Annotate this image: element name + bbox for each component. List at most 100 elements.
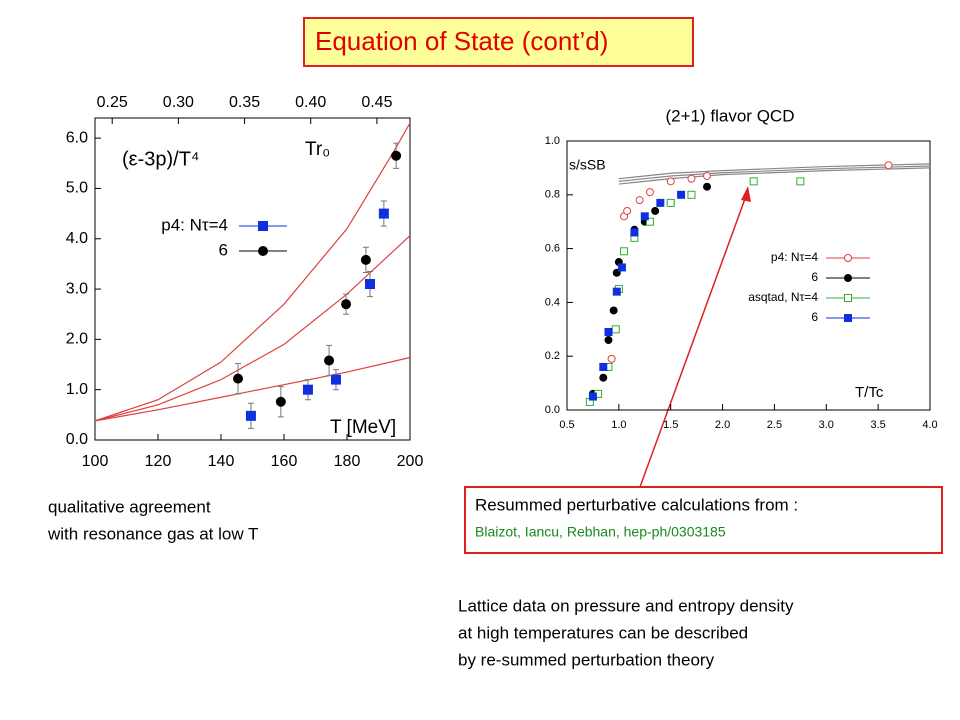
marker [645,217,654,226]
model-curve [618,163,931,180]
marker [666,177,675,186]
marker [703,171,712,180]
x2-tick-label: 0.45 [361,94,392,111]
plot-frame [566,140,931,411]
marker [687,174,696,183]
slide-title: Equation of State (cont’d) [315,26,608,56]
marker [687,190,696,199]
y-tick-label: 0.6 [545,243,560,255]
x-tick-label: 180 [334,453,361,470]
x2-tick-label: 0.30 [163,94,194,111]
marker [604,336,613,345]
x-axis-label: T [MeV] [330,417,396,438]
marker [275,396,286,407]
x-tick-label: 3.5 [870,419,885,431]
y-axis-label: s/sSB [569,157,606,173]
marker [360,254,371,265]
x-tick-label: 1.0 [611,419,626,431]
y-tick-label: 1.0 [66,381,88,398]
x-tick-label: 160 [271,453,298,470]
arrow-head [741,186,751,202]
marker [844,254,852,262]
legend-label: 6 [811,310,818,324]
marker [341,299,352,310]
marker [749,177,758,186]
marker [604,327,613,336]
marker [656,198,665,207]
x2-tick-label: 0.25 [97,94,128,111]
marker [302,384,313,395]
x-tick-label: 100 [82,453,109,470]
marker [609,306,618,315]
y-tick-label: 0.4 [545,296,560,308]
conclusion: at high temperatures can be described [458,623,748,642]
legend-label: 6 [811,270,818,284]
legend-label: asqtad, Nτ=4 [748,290,818,304]
marker [703,182,712,191]
marker [635,196,644,205]
marker [607,354,616,363]
marker [330,374,341,385]
marker [617,263,626,272]
x-tick-label: 0.5 [559,419,574,431]
marker [611,325,620,334]
marker [844,294,852,302]
marker [623,206,632,215]
x-tick-label: 200 [397,453,424,470]
y-tick-label: 0.8 [545,189,560,201]
marker [844,314,852,322]
y-tick-label: 2.0 [66,331,88,348]
marker [258,221,268,231]
plot-frame [94,117,411,441]
x2-tick-label: 0.40 [295,94,326,111]
marker [391,150,402,161]
y-tick-label: 6.0 [66,129,88,146]
marker [884,161,893,170]
marker [378,208,389,219]
caption: with resonance gas at low T [47,524,258,543]
x-tick-label: 1.5 [663,419,678,431]
marker [640,212,649,221]
y-tick-label: 3.0 [66,280,88,297]
x-axis-label: T/Tc [855,384,884,401]
marker [666,198,675,207]
marker [324,355,335,366]
arrow [639,195,747,488]
x-tick-label: 3.0 [819,419,834,431]
marker [599,373,608,382]
conclusion: Lattice data on pressure and entropy den… [458,596,794,615]
reference-box [464,486,943,554]
model-curve [618,167,931,185]
x2-tick-label: 0.35 [229,94,260,111]
marker [844,274,852,282]
annotation: Tr₀ [305,139,330,160]
marker [364,279,375,290]
x-tick-label: 4.0 [922,419,937,431]
x-tick-label: 2.5 [767,419,782,431]
x-tick-label: 120 [145,453,172,470]
y-tick-label: 4.0 [66,230,88,247]
x-tick-label: 140 [208,453,235,470]
marker [645,188,654,197]
marker [233,373,244,384]
legend-label: p4: Nτ=4 [771,250,818,264]
marker [245,410,256,421]
y-tick-label: 0.0 [66,431,88,448]
marker [651,206,660,215]
y-tick-label: 0.0 [545,404,560,416]
box-reference: Blaizot, Iancu, Rebhan, hep-ph/0303185 [475,524,726,540]
marker [677,190,686,199]
marker [796,177,805,186]
conclusion: by re-summed perturbation theory [458,650,715,669]
x-tick-label: 2.0 [715,419,730,431]
y-axis-label: (ε-3p)/T⁴ [122,148,200,170]
y-tick-label: 0.2 [545,350,560,362]
box-text: Resummed perturbative calculations from … [475,495,798,514]
marker [588,392,597,401]
legend-label: p4: Nτ=4 [161,215,228,234]
legend-label: 6 [219,240,228,259]
chart-title: (2+1) flavor QCD [666,106,795,125]
title-box [303,17,694,67]
model-curve [94,235,411,422]
